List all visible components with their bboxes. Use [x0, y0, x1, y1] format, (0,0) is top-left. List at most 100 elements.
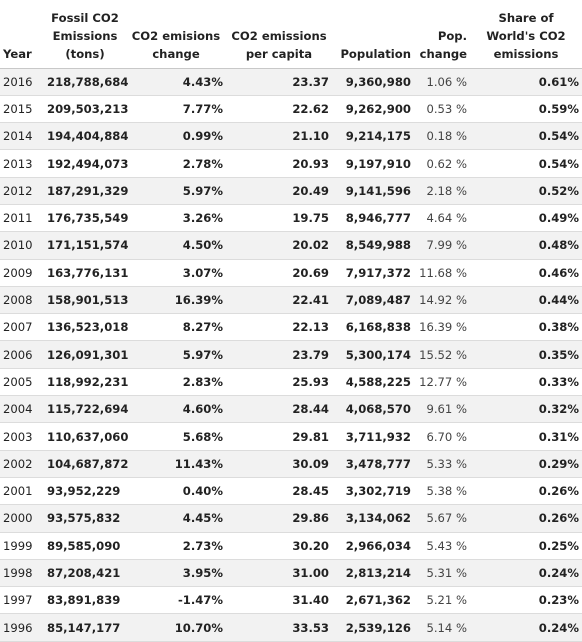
- cell-population: 7,089,487: [345, 293, 411, 308]
- cell-year: 2005: [3, 374, 33, 389]
- cell-population-change: 5.33 %: [426, 456, 467, 471]
- cell-population-change: 6.70 %: [426, 429, 467, 444]
- cell-per-capita: 25.93: [292, 374, 329, 389]
- cell-population-change: 0.18 %: [426, 129, 467, 144]
- cell-emissions-change: 3.26%: [182, 211, 223, 226]
- cell-emissions-change: 4.50%: [182, 238, 223, 253]
- cell-emissions-change: 3.95%: [182, 565, 223, 580]
- cell-fossil-emissions: 209,503,213: [47, 101, 129, 116]
- cell-fossil-emissions: 171,151,574: [47, 238, 129, 253]
- cell-year: 1997: [3, 593, 33, 608]
- cell-population: 2,539,126: [345, 620, 411, 635]
- table-row: 1997 83,891,839 -1.47% 31.40 2,671,362 5.21 %…: [0, 586, 582, 614]
- cell-year: 2006: [3, 347, 33, 362]
- header-per-capita[interactable]: CO2 emissions per capita: [226, 0, 332, 69]
- cell-population-change: 12.77 %: [419, 374, 467, 389]
- cell-per-capita: 29.81: [292, 429, 329, 444]
- table-row: 2007 136,523,018 8.27% 22.13 6,168,838 16.39 …: [0, 313, 582, 341]
- cell-population-change: 0.53 %: [426, 101, 467, 116]
- cell-world-share: 0.38%: [538, 320, 579, 335]
- cell-fossil-emissions: 136,523,018: [47, 320, 129, 335]
- header-year[interactable]: Year: [0, 0, 44, 69]
- cell-population: 7,917,372: [345, 265, 411, 280]
- cell-year: 2014: [3, 129, 33, 144]
- cell-fossil-emissions: 218,788,684: [47, 74, 129, 89]
- cell-emissions-change: 2.78%: [182, 156, 223, 171]
- cell-year: 2007: [3, 320, 33, 335]
- cell-population: 8,946,777: [345, 211, 411, 226]
- cell-fossil-emissions: 126,091,301: [47, 347, 129, 362]
- cell-per-capita: 20.93: [292, 156, 329, 171]
- cell-emissions-change: 3.07%: [182, 265, 223, 280]
- cell-year: 2001: [3, 484, 33, 499]
- cell-year: 2009: [3, 265, 33, 280]
- cell-world-share: 0.25%: [538, 538, 579, 553]
- header-fossil-emissions[interactable]: Fossil CO2 Emissions (tons): [44, 0, 126, 69]
- cell-population-change: 15.52 %: [419, 347, 467, 362]
- cell-year: 2012: [3, 183, 33, 198]
- cell-world-share: 0.49%: [538, 211, 579, 226]
- cell-population: 6,168,838: [345, 320, 411, 335]
- cell-world-share: 0.54%: [538, 129, 579, 144]
- cell-world-share: 0.31%: [538, 429, 579, 444]
- header-population-change[interactable]: Pop. change: [414, 0, 470, 69]
- cell-fossil-emissions: 187,291,329: [47, 183, 129, 198]
- cell-world-share: 0.44%: [538, 293, 579, 308]
- cell-per-capita: 29.86: [292, 511, 329, 526]
- cell-world-share: 0.32%: [538, 402, 579, 417]
- cell-per-capita: 23.79: [292, 347, 329, 362]
- cell-per-capita: 19.75: [292, 211, 329, 226]
- cell-population: 2,813,214: [345, 565, 411, 580]
- table-row: 2008 158,901,513 16.39% 22.41 7,089,487 14.92…: [0, 286, 582, 314]
- table-row: 2009 163,776,131 3.07% 20.69 7,917,372 11.68 …: [0, 259, 582, 287]
- cell-emissions-change: 4.43%: [182, 74, 223, 89]
- cell-population-change: 4.64 %: [426, 211, 467, 226]
- cell-population: 9,214,175: [345, 129, 411, 144]
- table-row: 1999 89,585,090 2.73% 30.20 2,966,034 5.43 % 0…: [0, 532, 582, 560]
- cell-fossil-emissions: 110,637,060: [47, 429, 129, 444]
- cell-population-change: 5.38 %: [426, 484, 467, 499]
- cell-population-change: 9.61 %: [426, 402, 467, 417]
- cell-per-capita: 22.41: [292, 293, 329, 308]
- cell-population: 9,360,980: [345, 74, 411, 89]
- cell-year: 2011: [3, 211, 33, 226]
- cell-emissions-change: 2.73%: [182, 538, 223, 553]
- cell-per-capita: 20.49: [292, 183, 329, 198]
- cell-population-change: 11.68 %: [419, 265, 467, 280]
- cell-fossil-emissions: 104,687,872: [47, 456, 129, 471]
- cell-population: 3,478,777: [345, 456, 411, 471]
- cell-world-share: 0.33%: [538, 374, 579, 389]
- header-emissions-change[interactable]: CO2 emisions change: [126, 0, 226, 69]
- cell-year: 1999: [3, 538, 33, 553]
- cell-population: 2,671,362: [345, 593, 411, 608]
- cell-world-share: 0.23%: [538, 593, 579, 608]
- cell-emissions-change: 4.45%: [182, 511, 223, 526]
- cell-per-capita: 30.20: [292, 538, 329, 553]
- cell-fossil-emissions: 83,891,839: [47, 593, 121, 608]
- cell-population: 9,197,910: [345, 156, 411, 171]
- header-world-share[interactable]: Share of World's CO2 emissions: [470, 0, 582, 69]
- cell-world-share: 0.46%: [538, 265, 579, 280]
- cell-year: 2004: [3, 402, 33, 417]
- cell-year: 2008: [3, 293, 33, 308]
- cell-population: 2,966,034: [345, 538, 411, 553]
- cell-per-capita: 21.10: [292, 129, 329, 144]
- cell-fossil-emissions: 89,585,090: [47, 538, 121, 553]
- cell-fossil-emissions: 176,735,549: [47, 211, 129, 226]
- cell-population-change: 5.21 %: [426, 593, 467, 608]
- table-row: 2013 192,494,073 2.78% 20.93 9,197,910 0.62 %…: [0, 149, 582, 178]
- cell-population-change: 0.62 %: [426, 156, 467, 171]
- cell-emissions-change: -1.47%: [177, 593, 223, 608]
- cell-year: 2010: [3, 238, 33, 253]
- table-row: 2006 126,091,301 5.97% 23.79 5,300,174 15.52 …: [0, 340, 582, 369]
- cell-population-change: 5.14 %: [426, 620, 467, 635]
- cell-population-change: 5.67 %: [426, 511, 467, 526]
- header-row: Year Fossil CO2 Emissions (tons) CO2 emi…: [0, 0, 582, 69]
- cell-world-share: 0.59%: [538, 101, 579, 116]
- header-population[interactable]: Population: [332, 0, 414, 69]
- table-row: 2000 93,575,832 4.45% 29.86 3,134,062 5.67 % 0…: [0, 504, 582, 533]
- cell-fossil-emissions: 87,208,421: [47, 565, 121, 580]
- cell-year: 2013: [3, 156, 33, 171]
- cell-population-change: 5.43 %: [426, 538, 467, 553]
- table-row: 2005 118,992,231 2.83% 25.93 4,588,225 12.77 …: [0, 368, 582, 396]
